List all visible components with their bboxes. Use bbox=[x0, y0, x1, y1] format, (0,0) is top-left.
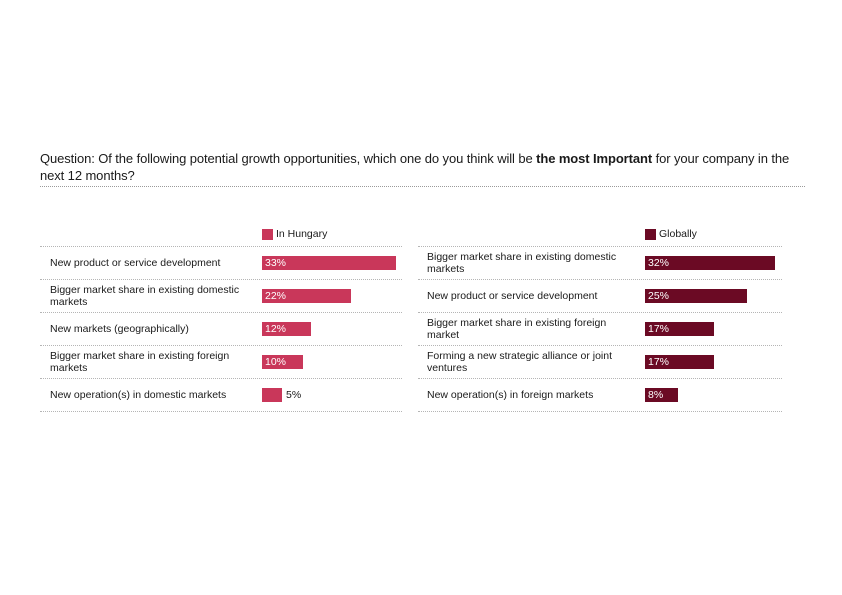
bar bbox=[645, 322, 714, 336]
bar-value-label: 32% bbox=[648, 257, 670, 269]
category-label: New markets (geographically) bbox=[50, 323, 189, 335]
legend-swatch bbox=[645, 228, 656, 240]
category-label: New operation(s) in domestic markets bbox=[50, 389, 227, 401]
legend-label: In Hungary bbox=[276, 228, 328, 240]
row-separator bbox=[418, 312, 782, 313]
bar bbox=[262, 355, 303, 369]
bar-value-label: 8% bbox=[648, 389, 664, 401]
row-separator bbox=[40, 378, 402, 379]
row-separator bbox=[418, 411, 782, 412]
question-text: Question: Of the following potential gro… bbox=[40, 150, 810, 184]
category-label: New product or service development bbox=[427, 290, 598, 302]
category-label: Bigger market share in existing domestic… bbox=[427, 251, 617, 275]
bar bbox=[645, 388, 678, 402]
bar-value-label: 10% bbox=[265, 356, 287, 368]
bar bbox=[262, 289, 351, 303]
row-separator bbox=[40, 411, 402, 412]
row-separator bbox=[40, 312, 402, 313]
bar bbox=[645, 289, 747, 303]
question-suffix: for your company in the next 12 months? bbox=[40, 151, 790, 183]
category-label: Forming a new strategic alliance or join… bbox=[427, 350, 613, 374]
category-label: New operation(s) in foreign markets bbox=[427, 389, 594, 401]
legend: In Hungary bbox=[262, 228, 327, 240]
bar-value-label: 17% bbox=[648, 323, 670, 335]
category-label: Bigger market share in existing foreign … bbox=[50, 350, 230, 374]
row-separator bbox=[40, 345, 402, 346]
chart-in-hungary: In Hungary New product or service develop… bbox=[40, 228, 402, 415]
bar bbox=[262, 256, 396, 270]
row-separator bbox=[40, 246, 402, 247]
category-label: Bigger market share in existing foreign … bbox=[427, 317, 607, 341]
bar-value-label: 22% bbox=[265, 290, 287, 302]
bar bbox=[645, 355, 714, 369]
row-separator bbox=[418, 345, 782, 346]
row-separator bbox=[418, 279, 782, 280]
question-divider bbox=[40, 186, 805, 187]
question-prefix: Question: Of the following potential gro… bbox=[40, 151, 537, 166]
category-label: New product or service development bbox=[50, 257, 221, 269]
bar-value-label: 17% bbox=[648, 356, 670, 368]
legend-swatch bbox=[262, 228, 273, 240]
bar-value-label: 5% bbox=[286, 389, 302, 401]
row-separator bbox=[40, 279, 402, 280]
bar-value-label: 33% bbox=[265, 257, 287, 269]
bar-value-label: 25% bbox=[648, 290, 670, 302]
chart-globally: Globally Bigger market share in existing … bbox=[418, 228, 782, 415]
question-emphasis: the most Important bbox=[536, 151, 653, 166]
bar-value-label: 12% bbox=[265, 323, 287, 335]
row-separator bbox=[418, 378, 782, 379]
bar bbox=[262, 388, 282, 402]
legend-label: Globally bbox=[659, 228, 697, 240]
row-separator bbox=[418, 246, 782, 247]
legend: Globally bbox=[645, 228, 697, 240]
bar bbox=[645, 256, 775, 270]
bar bbox=[262, 322, 311, 336]
category-label: Bigger market share in existing domestic… bbox=[50, 284, 240, 308]
